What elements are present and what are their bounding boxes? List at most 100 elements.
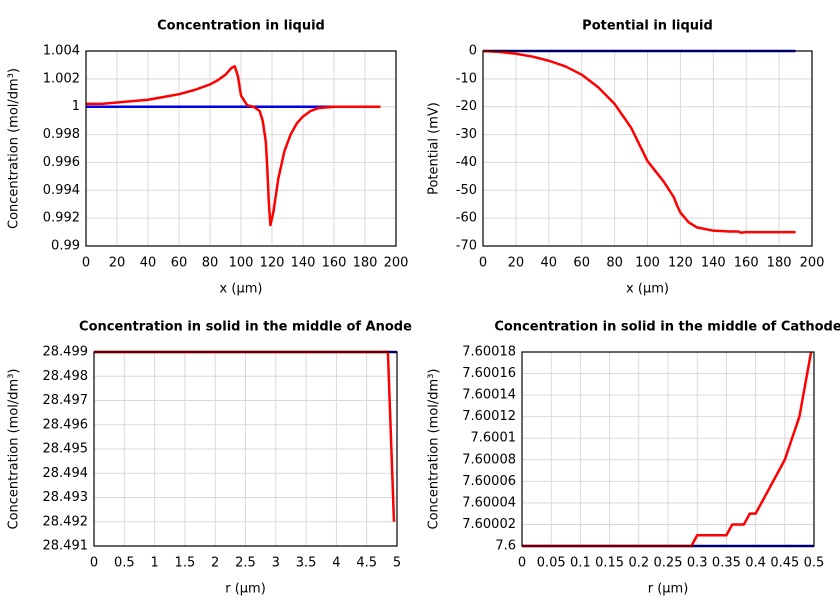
x-tick-label: 4.5 [356, 556, 377, 571]
x-tick-label: 1.5 [175, 556, 196, 571]
y-tick-label: 0 [469, 44, 477, 59]
x-axis-label: r (µm) [225, 582, 266, 597]
x-tick-label: 4 [332, 556, 340, 571]
y-axis-label: Concentration (mol/dm³) [7, 369, 22, 530]
x-tick-label: 80 [606, 256, 623, 271]
plot-frame [521, 351, 815, 547]
data-line [86, 65, 381, 227]
y-tick-label: 1.002 [43, 71, 80, 86]
chart-title: Potential in liquid [582, 19, 713, 34]
y-tick-label: 0.996 [43, 155, 80, 170]
x-tick-label: 0.45 [770, 556, 799, 571]
x-tick-label: 120 [260, 256, 285, 271]
y-axis-label: Concentration (mol/dm³) [7, 68, 22, 229]
y-tick-label: 28.498 [43, 369, 89, 384]
y-tick-label: 7.60018 [462, 345, 516, 360]
y-tick-label: 7.60002 [462, 517, 516, 532]
data-line [522, 351, 813, 548]
y-tick-label: 0.998 [43, 127, 80, 142]
y-tick-label: -10 [456, 71, 477, 86]
y-tick-label: -40 [456, 155, 477, 170]
y-tick-label: 7.60008 [462, 452, 516, 467]
x-tick-label: 0.5 [804, 556, 825, 571]
chart-title: Concentration in solid in the middle of … [494, 320, 840, 335]
x-tick-label: 20 [109, 256, 126, 271]
y-tick-label: -60 [456, 211, 477, 226]
y-tick-label: 28.493 [43, 490, 89, 505]
x-tick-label: 140 [701, 256, 726, 271]
x-axis-label: r (µm) [648, 582, 689, 597]
plot-frame [85, 50, 397, 247]
x-tick-label: 0 [82, 256, 90, 271]
y-tick-label: 28.491 [43, 539, 89, 554]
x-tick-label: 100 [229, 256, 254, 271]
x-tick-label: 200 [800, 256, 825, 271]
y-tick-label: 7.60014 [462, 388, 516, 403]
y-tick-label: 7.60004 [462, 495, 516, 510]
y-tick-label: 7.60006 [462, 474, 516, 489]
x-tick-label: 5 [393, 556, 401, 571]
y-tick-label: 7.60016 [462, 366, 516, 381]
x-tick-label: 160 [734, 256, 759, 271]
x-tick-label: 0 [90, 556, 98, 571]
x-tick-label: 0.05 [537, 556, 566, 571]
x-tick-label: 40 [140, 256, 157, 271]
plot-frame [93, 351, 398, 547]
data-line [482, 49, 796, 234]
y-tick-label: 7.60012 [462, 409, 516, 424]
x-tick-label: 0.15 [595, 556, 624, 571]
x-tick-label: 120 [668, 256, 693, 271]
y-tick-label: 0.99 [51, 239, 80, 254]
y-tick-label: 28.496 [43, 417, 89, 432]
y-tick-label: 0.994 [43, 183, 80, 198]
x-tick-label: 60 [171, 256, 188, 271]
x-tick-label: 0.4 [745, 556, 766, 571]
y-tick-label: -50 [456, 183, 477, 198]
x-axis-label: x (µm) [626, 282, 669, 297]
x-tick-label: 0 [518, 556, 526, 571]
subplot: Concentration in solid in the middle of … [427, 320, 840, 597]
x-tick-label: 140 [291, 256, 316, 271]
y-tick-label: 28.494 [43, 466, 89, 481]
x-tick-label: 180 [353, 256, 378, 271]
y-tick-label: -70 [456, 239, 477, 254]
x-tick-label: 0.35 [712, 556, 741, 571]
y-tick-label: 28.499 [43, 345, 89, 360]
plot-frame [482, 50, 813, 247]
data-line [94, 350, 396, 522]
x-tick-label: 20 [508, 256, 525, 271]
x-tick-label: 80 [202, 256, 219, 271]
x-tick-label: 40 [541, 256, 558, 271]
x-tick-label: 0.2 [628, 556, 649, 571]
subplot: Potential in liquid 0 20 40 60 80 100 120 140 160… [427, 19, 825, 297]
x-tick-label: 3 [272, 556, 280, 571]
y-axis-label: Concentration (mol/dm³) [427, 369, 442, 530]
chart-title: Concentration in liquid [157, 19, 325, 34]
y-tick-label: 28.497 [43, 393, 89, 408]
chart-title: Concentration in solid in the middle of … [79, 320, 412, 335]
subplot: Concentration in solid in the middle of … [7, 320, 413, 597]
subplot: Concentration in liquid 0 20 40 60 80 100 120 14… [7, 19, 409, 297]
x-tick-label: 2 [211, 556, 219, 571]
y-axis-label: Potential (mV) [427, 102, 442, 195]
x-tick-label: 1 [150, 556, 158, 571]
x-tick-label: 60 [573, 256, 590, 271]
x-tick-label: 0 [479, 256, 487, 271]
x-axis-label: x (µm) [220, 282, 263, 297]
y-tick-label: 28.492 [43, 514, 89, 529]
x-tick-label: 0.25 [654, 556, 683, 571]
x-tick-label: 160 [322, 256, 347, 271]
y-tick-label: -30 [456, 127, 477, 142]
y-tick-label: 28.495 [43, 442, 89, 457]
y-tick-label: -20 [456, 99, 477, 114]
y-tick-label: 0.992 [43, 211, 80, 226]
y-tick-label: 1 [72, 99, 80, 114]
y-tick-label: 7.6001 [471, 431, 517, 446]
x-tick-label: 100 [635, 256, 660, 271]
x-tick-label: 0.3 [687, 556, 708, 571]
x-tick-label: 2.5 [235, 556, 256, 571]
x-tick-label: 3.5 [296, 556, 317, 571]
x-tick-label: 0.5 [114, 556, 135, 571]
